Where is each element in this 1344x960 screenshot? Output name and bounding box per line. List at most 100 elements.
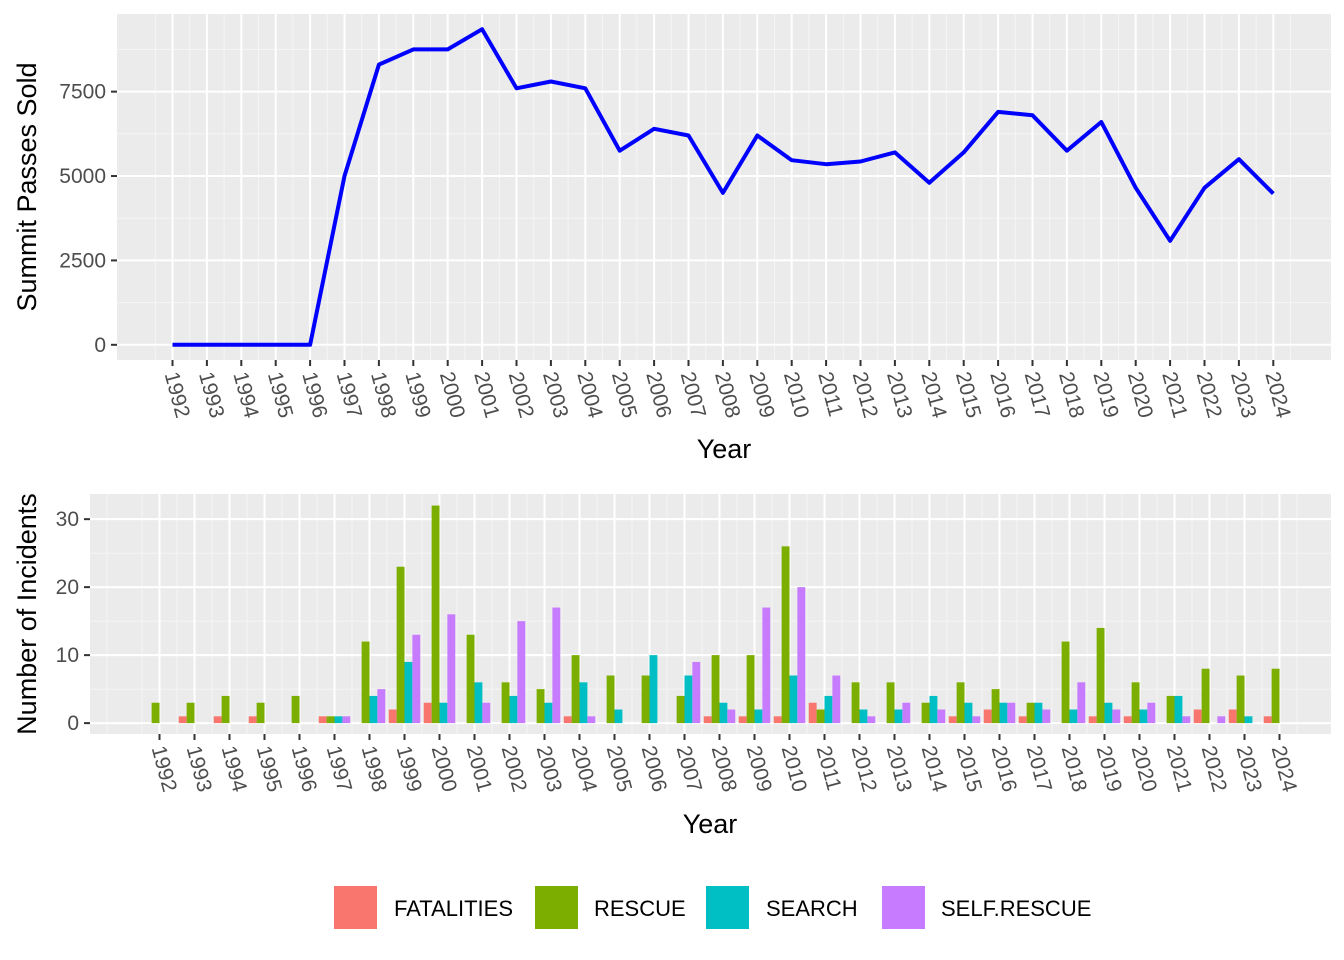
bar-rescue-2017	[1026, 702, 1035, 724]
bar-x-tick-label: 2003	[532, 743, 566, 794]
bar-self-rescue-2013	[902, 702, 911, 724]
bar-search-2016	[999, 702, 1008, 724]
bar-fatalities-2017	[1018, 716, 1027, 724]
bar-x-tick-label: 1995	[252, 743, 286, 794]
line-x-tick-label: 2014	[916, 369, 950, 420]
bar-rescue-2019	[1096, 627, 1105, 724]
bar-rescue-2005	[606, 675, 615, 724]
line-x-tick-label: 2019	[1088, 369, 1122, 420]
bar-y-tick-label: 10	[56, 644, 79, 667]
bar-y-tick-label: 20	[56, 576, 79, 599]
bar-search-2015	[964, 702, 973, 724]
bar-rescue-2002	[501, 682, 510, 724]
bar-x-tick-label: 2007	[672, 743, 706, 794]
line-x-tick-label: 2004	[572, 369, 606, 420]
bar-x-tick-label: 2018	[1057, 743, 1091, 794]
bar-self-rescue-2018	[1077, 682, 1086, 724]
line-x-tick-label: 1992	[160, 369, 194, 420]
bar-search-2008	[719, 702, 728, 724]
bar-fatalities-2024	[1263, 716, 1272, 724]
bar-search-2009	[754, 709, 763, 724]
bar-x-tick-label: 2022	[1197, 743, 1231, 794]
bar-self-rescue-2004	[587, 716, 596, 724]
bar-x-tick-label: 1999	[392, 743, 426, 794]
line-y-axis-title: Summit Passes Sold	[12, 62, 42, 311]
bar-search-2004	[579, 682, 588, 724]
bar-rescue-2014	[921, 702, 930, 724]
line-x-tick-label: 1998	[366, 369, 400, 420]
line-x-tick-label: 2005	[607, 369, 641, 420]
bar-self-rescue-2007	[692, 661, 701, 724]
line-x-tick-label: 2000	[435, 369, 469, 420]
line-x-tick-label: 2021	[1157, 369, 1191, 420]
bar-x-tick-label: 2012	[847, 743, 881, 794]
line-x-tick-label: 1999	[400, 369, 434, 420]
bar-y-tick-label: 0	[67, 712, 79, 735]
bar-rescue-2010	[781, 546, 790, 724]
line-y-tick-label: 2500	[59, 249, 106, 272]
bar-search-1997	[334, 716, 343, 724]
line-x-tick-label: 2011	[813, 369, 847, 419]
line-x-tick-label: 2006	[641, 369, 675, 420]
bar-self-rescue-2011	[832, 675, 841, 724]
bar-search-2012	[859, 709, 868, 724]
line-x-tick-label: 1993	[194, 369, 228, 420]
line-x-axis-title: Year	[697, 434, 752, 464]
line-x-tick-label: 1995	[263, 369, 297, 420]
bar-rescue-2015	[956, 682, 965, 724]
bar-x-tick-label: 1994	[217, 743, 251, 794]
bar-x-tick-label: 2017	[1022, 743, 1056, 794]
line-x-axis: 1992 1993 1994 1995 1996 1997 1998 1999 2000 2001…	[160, 360, 1295, 421]
legend-label-fatalities: FATALITIES	[394, 896, 513, 921]
bar-fatalities-1997	[318, 716, 327, 724]
bar-rescue-2004	[571, 655, 580, 724]
bar-rescue-2001	[466, 634, 475, 724]
legend-key-fatalities	[334, 886, 377, 929]
bar-fatalities-1993	[178, 716, 187, 724]
bar-self-rescue-2003	[552, 607, 561, 724]
bar-rescue-2018	[1061, 641, 1070, 724]
bar-search-2013	[894, 709, 903, 724]
bar-search-2020	[1139, 709, 1148, 724]
bar-x-axis: 1992 1993 1994 1995 1996 1997 1998 1999 2000 2001…	[147, 734, 1301, 795]
bar-x-tick-label: 2000	[427, 743, 461, 794]
bar-x-tick-label: 2008	[707, 743, 741, 794]
bar-self-rescue-1997	[342, 716, 351, 724]
bar-x-axis-title: Year	[683, 809, 738, 839]
bar-plot-area	[151, 505, 1280, 724]
bar-self-rescue-2010	[797, 587, 806, 724]
bar-rescue-2022	[1201, 668, 1210, 724]
bar-search-2007	[684, 675, 693, 724]
bar-rescue-1998	[361, 641, 370, 724]
bar-rescue-2009	[746, 655, 755, 724]
bar-rescue-2006	[641, 675, 650, 724]
bar-x-tick-label: 2019	[1092, 743, 1126, 794]
bar-panel-background	[90, 494, 1331, 734]
bar-x-tick-label: 2004	[567, 743, 601, 794]
bar-search-2011	[824, 695, 833, 724]
bar-self-rescue-2021	[1182, 716, 1191, 724]
bar-y-axis: 0 10 20 30	[56, 508, 90, 735]
bar-self-rescue-2019	[1112, 709, 1121, 724]
bar-x-tick-label: 2005	[602, 743, 636, 794]
bar-fatalities-2008	[703, 716, 712, 724]
bar-fatalities-1995	[248, 716, 257, 724]
bar-self-rescue-2016	[1007, 702, 1016, 724]
bar-search-2001	[474, 682, 483, 724]
legend: FATALITIES RESCUE SEARCH SELF.RESCUE	[334, 886, 1091, 929]
bar-self-rescue-2008	[727, 709, 736, 724]
line-x-tick-label: 1994	[228, 369, 262, 420]
line-x-tick-label: 1997	[332, 369, 366, 420]
line-x-tick-label: 2023	[1226, 369, 1260, 420]
line-x-tick-label: 2008	[710, 369, 744, 420]
bar-fatalities-2010	[773, 716, 782, 724]
bar-fatalities-2011	[808, 702, 817, 724]
bar-search-2002	[509, 695, 518, 724]
bar-search-1998	[369, 695, 378, 724]
line-y-tick-label: 5000	[59, 165, 106, 188]
bar-panel-grid	[90, 494, 1331, 734]
bar-search-2019	[1104, 702, 1113, 724]
bar-x-tick-label: 2009	[742, 743, 776, 794]
bar-search-2010	[789, 675, 798, 724]
